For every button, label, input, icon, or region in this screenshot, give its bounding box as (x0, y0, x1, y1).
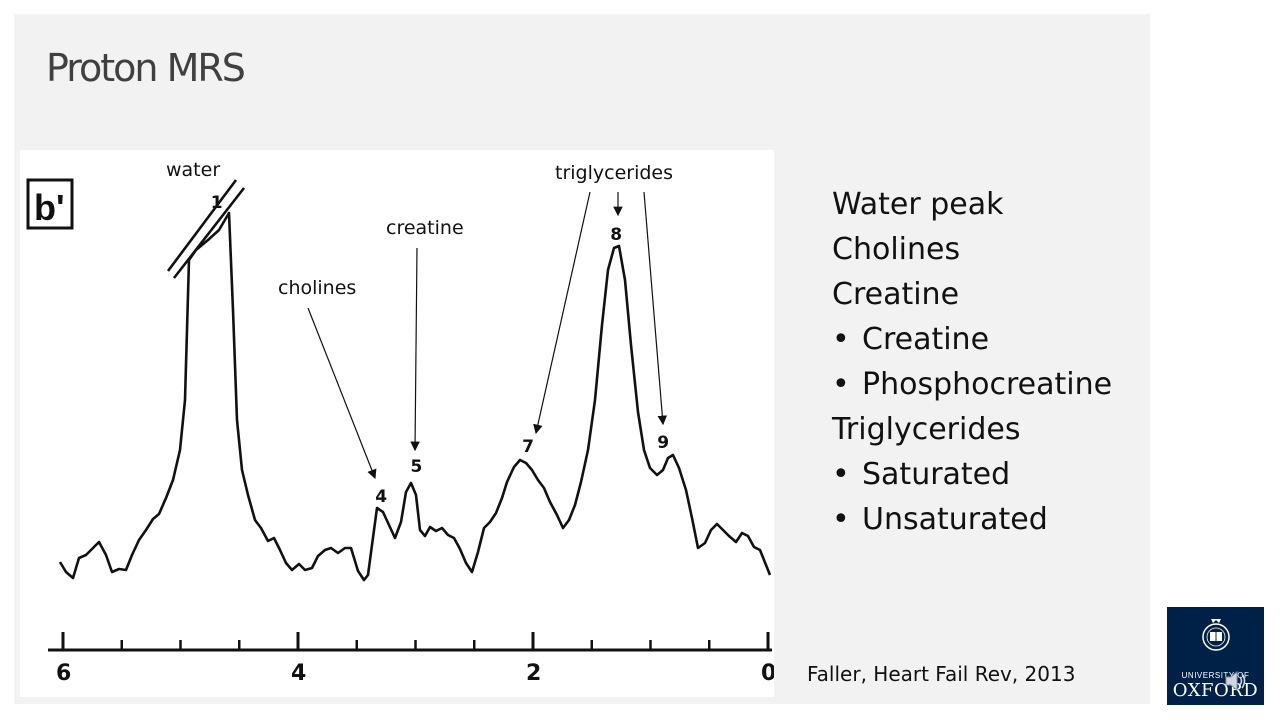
panel-label-box (26, 178, 74, 230)
bullet-item: Cholines (832, 232, 961, 267)
peak-label-1: 1 (211, 193, 223, 213)
spectrum-chart: b' water cholines creatine triglycerides (26, 159, 774, 686)
bullet-item: Creatine (832, 277, 960, 312)
slide-title: Proton MRS (46, 46, 246, 90)
arrow-creatine (410, 247, 420, 452)
arrow-triglycerides-saturated (643, 191, 668, 426)
arrow-cholines (307, 307, 377, 480)
spectrum-line (58, 211, 772, 582)
annotation-water: water (166, 159, 220, 181)
slide: Proton MRS b' water cholines creatine tr… (14, 14, 1150, 704)
spectrum-figure: b' water cholines creatine triglycerides (20, 150, 774, 697)
peak-label-9: 9 (657, 433, 669, 453)
x-tick-label-2: 2 (526, 661, 541, 686)
x-tick-label-0: 0 (761, 661, 774, 686)
oxford-logo: UNIVERSITY OF OXFORD (1167, 607, 1264, 705)
annotation-creatine: creatine (386, 217, 464, 239)
annotation-triglycerides: triglycerides (555, 162, 673, 184)
bullet-item: Water peak (832, 187, 1004, 222)
bullet-list: Water peakCholinesCreatineCreatinePhosph… (832, 182, 1112, 542)
bullet-item: Saturated (832, 452, 1112, 497)
bullet-item: Phosphocreatine (832, 362, 1112, 407)
logo-line-2: OXFORD (1172, 680, 1259, 701)
citation: Faller, Heart Fail Rev, 2013 (807, 662, 1076, 686)
truncation-mark-upper (166, 179, 238, 272)
oxford-crest-icon (1202, 619, 1230, 651)
peak-labels: 1 4 5 7 8 9 (211, 193, 669, 507)
peak-label-4: 4 (375, 487, 387, 507)
x-tick-label-4: 4 (291, 661, 306, 686)
peak-label-7: 7 (522, 437, 534, 457)
bullet-item: Unsaturated (832, 497, 1112, 542)
arrow-triglycerides-unsaturated (533, 191, 591, 435)
x-tick-label-6: 6 (56, 661, 71, 686)
bullet-item: Triglycerides (832, 412, 1021, 447)
speaker-icon[interactable] (1223, 668, 1249, 694)
annotation-cholines: cholines (278, 277, 356, 299)
truncation-mark-lower (172, 187, 246, 279)
peak-label-5: 5 (411, 457, 423, 477)
peak-label-8: 8 (610, 225, 622, 245)
x-axis: 6 4 2 0 (48, 632, 774, 686)
logo-line-1: UNIVERSITY OF (1181, 671, 1250, 680)
panel-label: b' (34, 187, 65, 228)
bullet-item: Creatine (832, 317, 1112, 362)
